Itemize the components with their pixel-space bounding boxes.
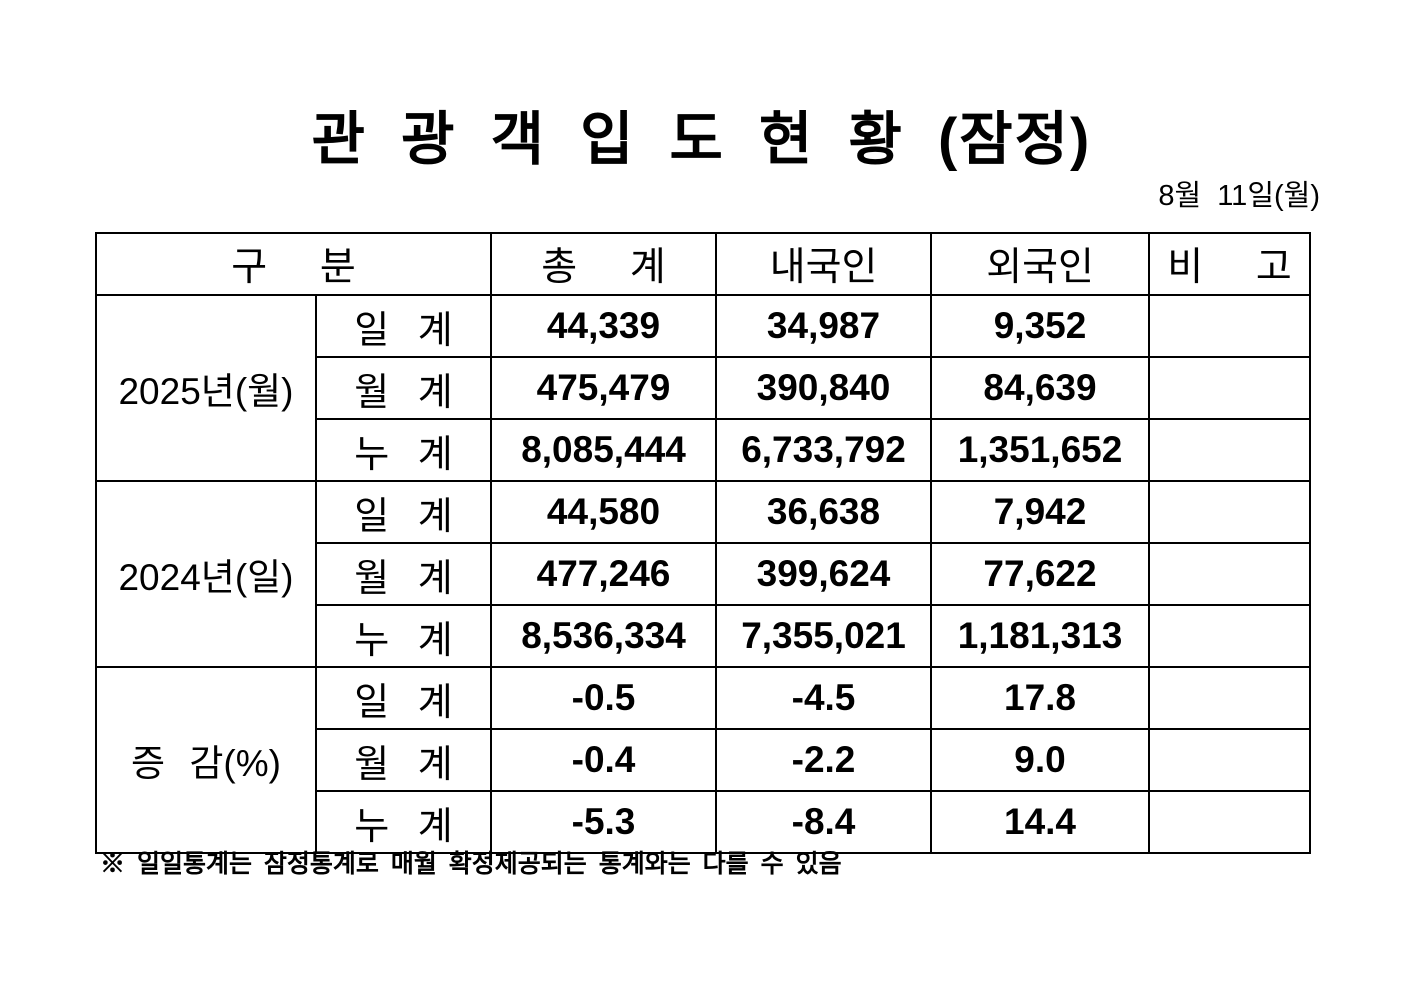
table-row: 월 계 475,479 390,840 84,639	[96, 356, 1312, 420]
cell-total: 44,580	[490, 480, 718, 544]
tourist-statistics-table: 구 분 총 계 내국인 외국인 비 고 2025년(월) 일 계 44,339 …	[94, 232, 1312, 854]
cell-foreign: 84,639	[930, 356, 1151, 420]
group-label-change: 증 감(%)	[95, 666, 317, 854]
row-label-monthly: 월 계	[314, 356, 493, 420]
cell-note	[1148, 294, 1312, 358]
cell-total: 477,246	[490, 542, 718, 606]
table-row: 누 계 8,085,444 6,733,792 1,351,652	[96, 418, 1312, 482]
table-row: 증 감(%) 일 계 -0.5 -4.5 17.8	[95, 666, 1312, 854]
table-row: 2024년(일) 일 계 44,580 36,638 7,942	[95, 480, 1312, 668]
cell-total: -5.3	[490, 790, 718, 854]
cell-note	[1148, 480, 1312, 544]
cell-foreign: 9,352	[930, 294, 1151, 358]
row-label-daily: 일 계	[314, 480, 493, 544]
cell-domestic: 399,624	[715, 542, 933, 606]
cell-note	[1148, 418, 1312, 482]
header-note: 비 고	[1148, 232, 1312, 296]
page-title: 관 광 객 입 도 현 황 (잠정)	[311, 107, 1092, 172]
row-label-cumulative: 누 계	[314, 790, 493, 854]
cell-note	[1148, 604, 1312, 668]
cell-domestic: 390,840	[715, 356, 933, 420]
cell-foreign: 9.0	[930, 728, 1151, 792]
table-row: 누 계 -5.3 -8.4 14.4	[96, 790, 1312, 854]
cell-note	[1148, 666, 1312, 730]
cell-foreign: 7,942	[930, 480, 1151, 544]
cell-domestic: -2.2	[715, 728, 933, 792]
row-label-cumulative: 누 계	[314, 418, 493, 482]
header-total: 총 계	[490, 232, 718, 296]
row-label-monthly: 월 계	[314, 728, 493, 792]
header-category: 구 분	[94, 232, 493, 296]
cell-domestic: 7,355,021	[715, 604, 933, 668]
table-row: 월 계 477,246 399,624 77,622	[96, 542, 1312, 606]
header-domestic: 내국인	[715, 232, 933, 296]
cell-total: 8,085,444	[490, 418, 718, 482]
group-label-2025: 2025년(월)	[95, 294, 317, 482]
row-label-daily: 일 계	[314, 294, 493, 358]
cell-total: -0.5	[490, 666, 718, 730]
report-date: 8월 11일(월)	[1158, 180, 1320, 212]
table-row: 월 계 -0.4 -2.2 9.0	[96, 728, 1312, 792]
cell-total: 44,339	[490, 294, 718, 358]
cell-total: -0.4	[490, 728, 718, 792]
cell-total: 8,536,334	[490, 604, 718, 668]
cell-foreign: 17.8	[930, 666, 1151, 730]
cell-foreign: 77,622	[930, 542, 1151, 606]
header-foreign: 외국인	[930, 232, 1151, 296]
cell-foreign: 14.4	[930, 790, 1151, 854]
cell-note	[1148, 356, 1312, 420]
group-label-2024: 2024년(일)	[95, 480, 317, 668]
cell-domestic: 6,733,792	[715, 418, 933, 482]
table-header-row: 구 분 총 계 내국인 외국인 비 고	[94, 232, 1312, 296]
cell-domestic: -8.4	[715, 790, 933, 854]
cell-note	[1148, 790, 1312, 854]
cell-foreign: 1,181,313	[930, 604, 1151, 668]
row-label-cumulative: 누 계	[314, 604, 493, 668]
cell-total: 475,479	[490, 356, 718, 420]
cell-note	[1148, 542, 1312, 606]
cell-domestic: 36,638	[715, 480, 933, 544]
cell-domestic: -4.5	[715, 666, 933, 730]
row-label-daily: 일 계	[314, 666, 493, 730]
footnote: ※ 일일통계는 잠정통계로 매월 확정제공되는 통계와는 다를 수 있음	[100, 850, 842, 878]
cell-foreign: 1,351,652	[930, 418, 1151, 482]
cell-domestic: 34,987	[715, 294, 933, 358]
table-row: 2025년(월) 일 계 44,339 34,987 9,352	[95, 294, 1312, 482]
row-label-monthly: 월 계	[314, 542, 493, 606]
table-row: 누 계 8,536,334 7,355,021 1,181,313	[96, 604, 1312, 668]
cell-note	[1148, 728, 1312, 792]
